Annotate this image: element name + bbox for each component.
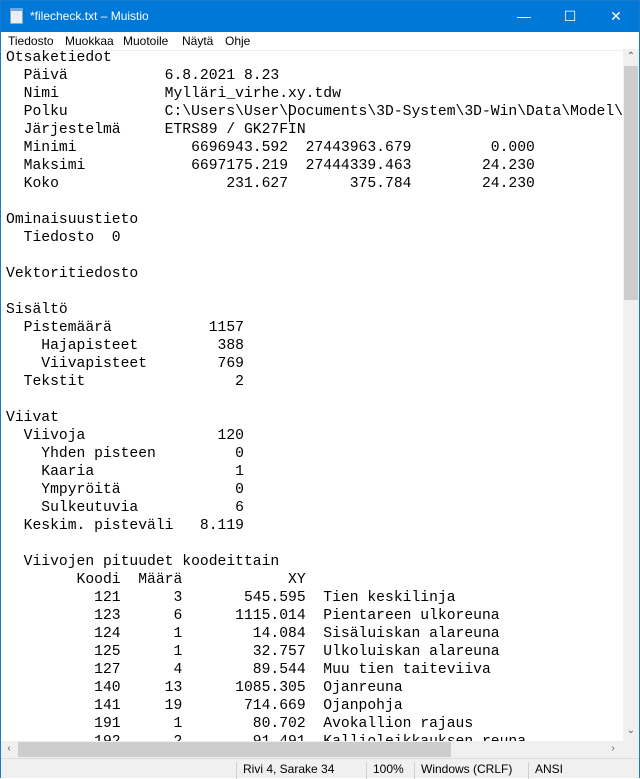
text-line: Kaaria 1: [6, 464, 244, 480]
menu-nayta[interactable]: Näytä: [182, 34, 214, 48]
text-line: 191 1 80.702 Avokallion rajaus: [6, 716, 474, 732]
zoom-level: 100%: [366, 762, 404, 779]
encoding: ANSI: [528, 762, 563, 779]
text-line: Ympyröitä 0: [6, 482, 244, 498]
text-line: 127 4 89.544 Muu tien taiteviiva: [6, 662, 491, 678]
text-line: [6, 535, 623, 553]
text-line: Maksimi 6697175.219 27444339.463 24.230: [6, 158, 535, 174]
scrollbar-corner: [623, 741, 639, 758]
cursor-position: Rivi 4, Sarake 34: [236, 762, 334, 779]
text-line: [6, 391, 623, 409]
text-line: Tekstit 2: [6, 374, 244, 390]
text-line: Sulkeutuvia 6: [6, 500, 244, 516]
menu-bar: Tiedosto Muokkaa Muotoile Näytä Ohje: [1, 32, 639, 51]
text-line: Yhden pisteen 0: [6, 446, 244, 462]
text-line: Viivoja 120: [6, 428, 244, 444]
text-line: [6, 193, 623, 211]
text-line: 125 1 32.757 Ulkoluiskan alareuna: [6, 644, 500, 660]
scroll-right-icon[interactable]: ›: [611, 743, 615, 754]
scroll-left-icon[interactable]: ‹: [7, 743, 11, 754]
text-line: Koodi Määrä XY: [6, 572, 306, 588]
menu-muokkaa[interactable]: Muokkaa: [65, 34, 114, 48]
text-line: Viivapisteet 769: [6, 356, 244, 372]
window-title: *filecheck.txt – Muistio: [30, 9, 149, 23]
maximize-button[interactable]: ☐: [563, 8, 577, 24]
vertical-scrollbar[interactable]: ⌃ ⌄: [623, 49, 639, 741]
text-caret: [289, 104, 290, 122]
minimize-button[interactable]: —: [517, 8, 531, 24]
close-button[interactable]: ✕: [610, 8, 622, 24]
text-line: Nimi Mylläri_virhe.xy.tdw: [6, 86, 341, 102]
text-content[interactable]: Otsaketiedot Päivä 6.8.2021 8.23 Nimi My…: [1, 49, 623, 741]
text-line: Vektoritiedosto: [6, 266, 139, 282]
horizontal-scroll-thumb[interactable]: [18, 742, 451, 757]
menu-ohje[interactable]: Ohje: [225, 34, 251, 48]
text-line: Hajapisteet 388: [6, 338, 244, 354]
text-line: 123 6 1115.014 Pientareen ulkoreuna: [6, 608, 500, 624]
text-line: Polku C:\Users\User\Documents\3D-System\…: [6, 104, 623, 120]
text-line: Keskim. pisteväli 8.119: [6, 518, 244, 534]
scroll-down-icon[interactable]: ⌄: [626, 725, 636, 736]
text-line: Pistemäärä 1157: [6, 320, 244, 336]
text-line: Otsaketiedot: [6, 50, 112, 66]
text-editor[interactable]: Otsaketiedot Päivä 6.8.2021 8.23 Nimi My…: [1, 49, 623, 741]
text-line: Sisältö: [6, 302, 68, 318]
text-line: [6, 283, 623, 301]
horizontal-scrollbar[interactable]: ‹ ›: [1, 741, 623, 758]
text-line: Koko 231.627 375.784 24.230: [6, 176, 535, 192]
text-line: Ominaisuustieto: [6, 212, 139, 228]
text-line: Tiedosto 0: [6, 230, 121, 246]
text-line: 192 2 91.491 Kallioleikkauksen reuna: [6, 733, 623, 741]
menu-muotoile[interactable]: Muotoile: [123, 34, 169, 48]
notepad-icon: [10, 8, 23, 24]
vertical-scroll-thumb[interactable]: [624, 66, 638, 300]
title-bar: *filecheck.txt – Muistio — ☐ ✕: [1, 1, 639, 32]
menu-tiedosto[interactable]: Tiedosto: [8, 34, 54, 48]
text-line: 141 19 714.669 Ojanpohja: [6, 698, 403, 714]
scroll-up-icon[interactable]: ⌃: [626, 51, 636, 62]
text-line: Järjestelmä ETRS89 / GK27FIN: [6, 122, 306, 138]
text-line: Päivä 6.8.2021 8.23: [6, 68, 280, 84]
text-line: 140 13 1085.305 Ojanreuna: [6, 680, 403, 696]
text-line: Minimi 6696943.592 27443963.679 0.000: [6, 140, 535, 156]
text-line: 124 1 14.084 Sisäluiskan alareuna: [6, 626, 500, 642]
status-bar: Rivi 4, Sarake 34 100% Windows (CRLF) AN…: [1, 758, 639, 779]
text-line: [6, 247, 623, 265]
text-line: Viivat: [6, 410, 59, 426]
line-ending: Windows (CRLF): [414, 762, 512, 779]
text-line: Viivojen pituudet koodeittain: [6, 554, 280, 570]
text-line: 121 3 545.595 Tien keskilinja: [6, 590, 456, 606]
